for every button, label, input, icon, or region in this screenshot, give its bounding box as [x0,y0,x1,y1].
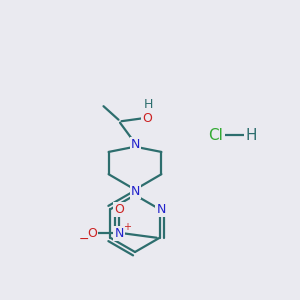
Text: +: + [123,222,131,232]
Text: O: O [87,227,97,240]
Text: H: H [246,128,257,142]
Text: N: N [115,227,124,240]
Text: Cl: Cl [208,128,224,142]
Text: O: O [142,112,152,125]
Text: N: N [131,138,140,151]
Text: −: − [79,233,89,246]
Text: O: O [114,203,124,216]
Text: N: N [131,185,140,198]
Text: N: N [157,203,166,216]
Text: H: H [144,98,153,111]
